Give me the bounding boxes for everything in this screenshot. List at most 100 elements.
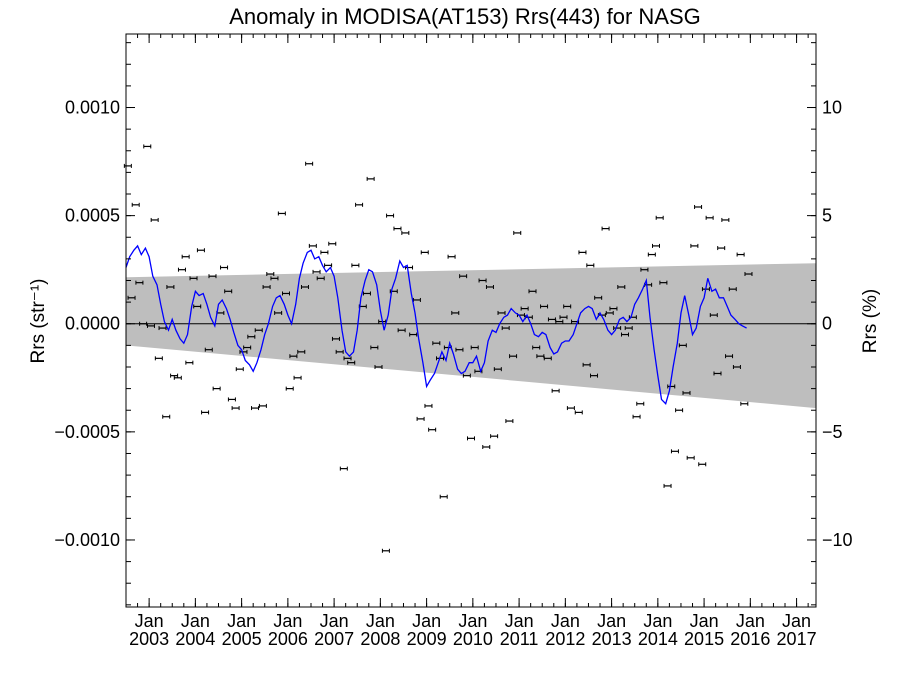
data-point xyxy=(686,455,695,460)
data-point xyxy=(262,284,271,289)
x-tick-month: Jan xyxy=(597,611,626,631)
data-point xyxy=(736,252,745,257)
data-point xyxy=(300,284,309,289)
data-point xyxy=(447,254,456,259)
x-tick-year: 2016 xyxy=(730,629,770,649)
x-tick-month: Jan xyxy=(273,611,302,631)
data-point xyxy=(594,295,603,300)
data-point xyxy=(258,403,267,408)
data-point xyxy=(297,349,306,354)
data-point xyxy=(181,254,190,259)
data-point xyxy=(555,319,564,324)
x-tick-year: 2003 xyxy=(129,629,169,649)
data-point xyxy=(305,161,314,166)
data-point xyxy=(621,332,630,337)
data-point xyxy=(393,226,402,231)
left-tick-label: −0.0005 xyxy=(54,422,120,442)
running-mean-line xyxy=(125,244,747,405)
data-point xyxy=(212,386,221,391)
right-axis-label: Rrs (%) xyxy=(860,289,881,353)
data-point xyxy=(493,367,502,372)
data-point xyxy=(320,250,329,255)
data-point xyxy=(470,345,479,350)
data-point xyxy=(201,410,210,415)
right-tick-label: 0 xyxy=(822,314,832,334)
data-point xyxy=(139,321,148,326)
x-tick-month: Jan xyxy=(227,611,256,631)
data-point xyxy=(185,360,194,365)
data-point xyxy=(308,243,317,248)
data-point xyxy=(154,356,163,361)
data-point xyxy=(605,310,614,315)
x-tick-month: Jan xyxy=(412,611,441,631)
data-point xyxy=(590,373,599,378)
x-tick-year: 2004 xyxy=(175,629,215,649)
data-point xyxy=(497,310,506,315)
data-point xyxy=(177,267,186,272)
data-point xyxy=(478,278,487,283)
left-tick-label: 0.0000 xyxy=(65,314,120,334)
x-axis: Jan2003Jan2004Jan2005Jan2006Jan2007Jan20… xyxy=(125,34,817,649)
x-tick-year: 2007 xyxy=(314,629,354,649)
data-point xyxy=(351,263,360,268)
data-point xyxy=(339,466,348,471)
data-point xyxy=(490,434,499,439)
data-point xyxy=(682,390,691,395)
data-point xyxy=(170,373,179,378)
data-point xyxy=(196,248,205,253)
data-points xyxy=(123,144,753,553)
data-point xyxy=(254,328,263,333)
data-point xyxy=(617,284,626,289)
data-point xyxy=(651,243,660,248)
data-point xyxy=(509,354,518,359)
data-point xyxy=(582,362,591,367)
chart-title: Anomaly in MODISA(AT153) Rrs(443) for NA… xyxy=(229,4,701,29)
data-point xyxy=(563,304,572,309)
data-point xyxy=(401,230,410,235)
data-point xyxy=(624,326,633,331)
data-point xyxy=(224,289,233,294)
data-point xyxy=(247,334,256,339)
x-tick-year: 2008 xyxy=(360,629,400,649)
data-point xyxy=(162,414,171,419)
data-point xyxy=(397,328,406,333)
x-tick-month: Jan xyxy=(690,611,719,631)
data-point xyxy=(609,306,618,311)
x-tick-year: 2013 xyxy=(592,629,632,649)
data-point xyxy=(744,272,753,277)
data-point xyxy=(416,416,425,421)
x-tick-year: 2015 xyxy=(684,629,724,649)
data-point xyxy=(335,349,344,354)
x-tick-year: 2012 xyxy=(545,629,585,649)
data-point xyxy=(127,295,136,300)
band-area xyxy=(126,263,816,409)
data-point xyxy=(613,326,622,331)
right-tick-label: −10 xyxy=(822,530,853,550)
data-point xyxy=(251,406,260,411)
data-point xyxy=(282,291,291,296)
data-point xyxy=(640,267,649,272)
data-point xyxy=(143,144,152,149)
data-point xyxy=(740,401,749,406)
data-point xyxy=(632,414,641,419)
x-tick-year: 2009 xyxy=(407,629,447,649)
data-point xyxy=(331,336,340,341)
data-point xyxy=(374,364,383,369)
x-tick-month: Jan xyxy=(458,611,487,631)
data-point xyxy=(285,386,294,391)
data-point xyxy=(370,345,379,350)
data-point xyxy=(158,326,167,331)
data-point xyxy=(574,410,583,415)
data-point xyxy=(670,449,679,454)
data-point xyxy=(428,427,437,432)
x-tick-month: Jan xyxy=(782,611,811,631)
data-point xyxy=(123,163,132,168)
data-point xyxy=(231,406,240,411)
data-point xyxy=(455,347,464,352)
data-point xyxy=(420,250,429,255)
right-tick-label: 10 xyxy=(822,98,842,118)
data-point xyxy=(432,341,441,346)
data-point xyxy=(578,250,587,255)
data-point xyxy=(289,354,298,359)
